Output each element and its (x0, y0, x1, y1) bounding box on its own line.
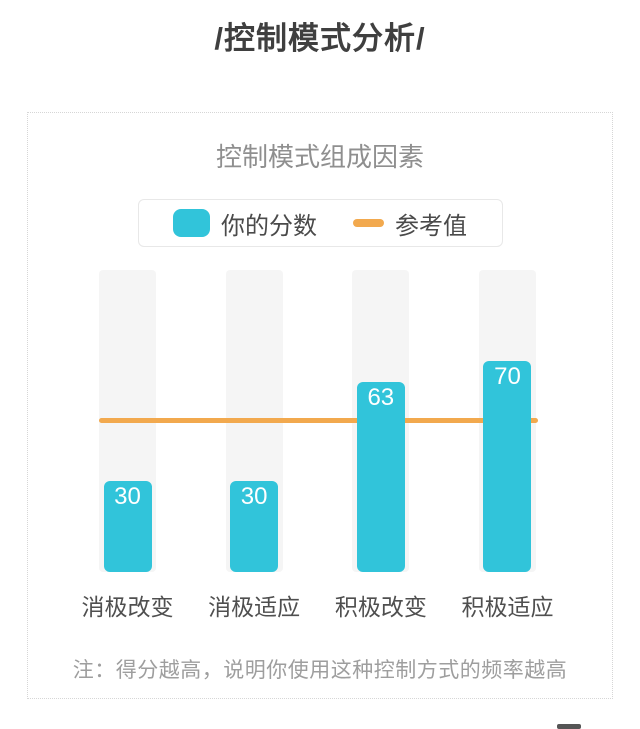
footnote: 注：得分越高，说明你使用这种控制方式的频率越高 (72, 659, 568, 682)
bar[interactable]: 30 (103, 481, 152, 572)
bar[interactable]: 63 (356, 381, 405, 572)
bar-column[interactable]: 63 (352, 270, 410, 572)
page-title: /控制模式分析/ (214, 21, 426, 56)
bar[interactable]: 70 (483, 360, 532, 572)
category-axis: 消极改变 消极适应 积极改变 积极适应 (82, 588, 554, 622)
legend-item-score[interactable]: 你的分数 (173, 206, 317, 241)
bar-swatch-icon (173, 209, 210, 237)
bar-value-label: 30 (114, 483, 141, 511)
category-label: 积极适应 (461, 594, 554, 620)
bar[interactable]: 30 (230, 481, 279, 572)
legend-item-reference[interactable]: 参考值 (353, 206, 467, 241)
reference-line (99, 418, 538, 423)
category-label: 消极适应 (208, 594, 301, 620)
bar-value-label: 70 (494, 362, 521, 390)
legend-label-reference: 参考值 (395, 212, 467, 240)
category-label: 积极改变 (334, 594, 427, 620)
legend: 你的分数 参考值 (137, 199, 503, 247)
bar-value-label: 63 (367, 383, 395, 411)
report-card: 控制模式组成因素 你的分数 参考值 30 30 63 70 消极改变 消极适应 积极改变 积… (27, 112, 613, 699)
partial-next-section-element (557, 724, 581, 729)
bar-value-label: 30 (240, 483, 268, 511)
category-label: 消极改变 (81, 594, 174, 620)
bar-column[interactable]: 70 (478, 270, 536, 572)
bars-row: 30 30 63 70 (99, 270, 536, 572)
legend-label-score: 你的分数 (221, 212, 317, 240)
bar-chart-plot: 30 30 63 70 (99, 270, 538, 572)
chart-title: 控制模式组成因素 (215, 142, 424, 172)
line-swatch-icon (353, 219, 384, 227)
